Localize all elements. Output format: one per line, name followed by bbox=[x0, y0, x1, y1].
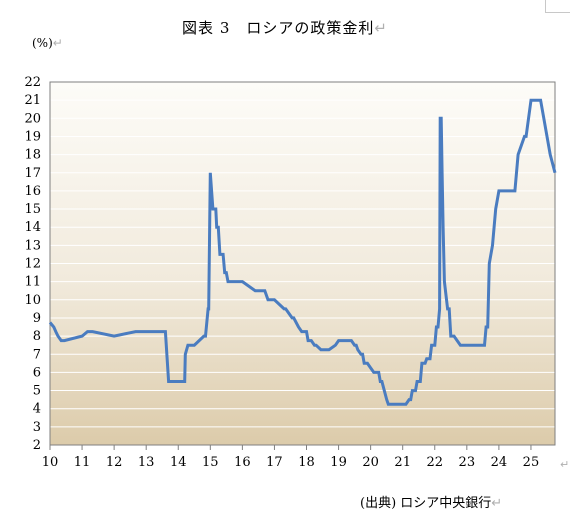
y-tick-label: 15 bbox=[24, 202, 41, 217]
paragraph-mark-icon: ↵ bbox=[491, 496, 503, 511]
x-tick-label: 12 bbox=[106, 455, 123, 470]
x-axis-ticks: 10 11 12 13 14 15 16 17 18 19 20 21 22 23 24 25 bbox=[42, 445, 539, 470]
paragraph-mark-icon: ↵ bbox=[374, 19, 388, 37]
y-tick-label: 7 bbox=[33, 347, 41, 362]
chart-title: 図表 3 ロシアの政策金利↵ bbox=[182, 19, 388, 37]
paragraph-mark-icon: ↵ bbox=[560, 458, 569, 471]
y-tick-label: 4 bbox=[33, 402, 41, 417]
y-tick-label: 18 bbox=[24, 148, 41, 163]
y-tick-label: 20 bbox=[24, 111, 41, 126]
source-note: (出典) ロシア中央銀行↵ bbox=[360, 496, 503, 511]
y-tick-label: 2 bbox=[33, 438, 41, 453]
x-tick-label: 20 bbox=[362, 455, 379, 470]
x-tick-label: 11 bbox=[74, 455, 91, 470]
paragraph-mark-icon: ↵ bbox=[52, 36, 63, 50]
x-tick-label: 24 bbox=[491, 455, 508, 470]
x-tick-label: 22 bbox=[426, 455, 443, 470]
x-tick-label: 25 bbox=[523, 455, 540, 470]
y-tick-label: 10 bbox=[24, 293, 41, 308]
x-tick-label: 14 bbox=[170, 455, 187, 470]
series-line-policy-rate bbox=[48, 98, 557, 406]
x-tick-label: 15 bbox=[202, 455, 219, 470]
unit-label: (%)↵ bbox=[32, 36, 63, 50]
y-tick-label: 12 bbox=[24, 257, 41, 272]
y-tick-label: 17 bbox=[24, 166, 41, 181]
x-tick-label: 21 bbox=[394, 455, 411, 470]
y-tick-label: 5 bbox=[33, 384, 41, 399]
y-axis-ticks: 2 3 4 5 6 7 8 9 10 11 12 13 14 15 16 17 18 19 20 21 22 bbox=[24, 75, 41, 453]
y-tick-label: 13 bbox=[24, 238, 41, 253]
x-tick-label: 16 bbox=[234, 455, 251, 470]
y-tick-label: 16 bbox=[24, 184, 41, 199]
y-tick-label: 11 bbox=[24, 275, 41, 290]
y-tick-label: 21 bbox=[24, 93, 41, 108]
y-tick-label: 14 bbox=[24, 220, 41, 235]
x-tick-label: 19 bbox=[330, 455, 347, 470]
x-tick-label: 17 bbox=[266, 455, 283, 470]
y-tick-label: 8 bbox=[33, 329, 41, 344]
plot-frame bbox=[49, 81, 556, 446]
x-tick-label: 10 bbox=[42, 455, 59, 470]
x-tick-label: 23 bbox=[459, 455, 476, 470]
y-tick-label: 9 bbox=[33, 311, 41, 326]
y-tick-label: 19 bbox=[24, 129, 41, 144]
text-boundary-mark bbox=[545, 0, 570, 13]
y-tick-label: 6 bbox=[33, 365, 41, 380]
grid-lines bbox=[50, 99, 555, 428]
x-tick-label: 13 bbox=[138, 455, 155, 470]
y-tick-label: 3 bbox=[33, 420, 41, 435]
x-tick-label: 18 bbox=[298, 455, 315, 470]
y-tick-label: 22 bbox=[24, 75, 41, 90]
